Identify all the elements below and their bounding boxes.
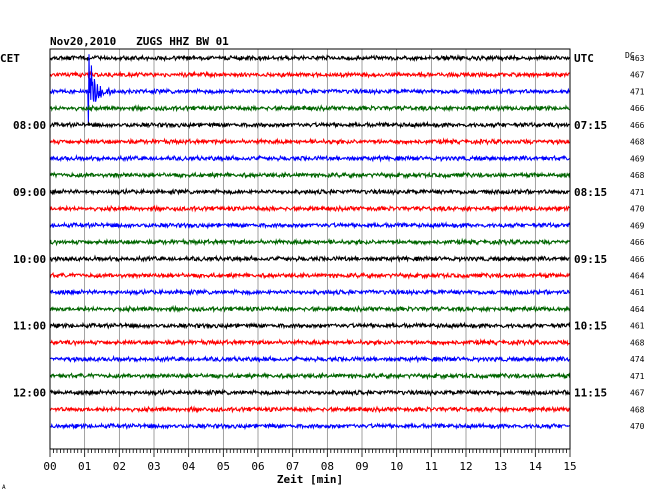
- x-tick-label: 11: [425, 460, 438, 473]
- trace-row-7: [49, 171, 571, 180]
- trace-row-2: [49, 54, 571, 124]
- dc-value: 469: [630, 154, 645, 163]
- dc-value: 466: [630, 104, 645, 113]
- grid-lines: [84, 49, 536, 449]
- x-tick-label: 13: [494, 460, 507, 473]
- x-tick-label: 10: [390, 460, 403, 473]
- x-tick-label: 14: [529, 460, 543, 473]
- trace-row-17: [49, 338, 570, 347]
- dc-value: 466: [630, 238, 645, 247]
- trace-row-6: [49, 154, 570, 163]
- left-hour-label: 10:00: [13, 253, 46, 266]
- x-tick-label: 03: [147, 460, 160, 473]
- dc-value: 469: [630, 221, 645, 230]
- trace-row-12: [49, 254, 570, 263]
- right-hour-label: UTC: [574, 52, 594, 65]
- labels: 08:00 09:00 10:00 11:00 12:00 UTC 07:15 08:15 09…: [13, 52, 645, 431]
- left-hour-label: 11:00: [13, 320, 46, 333]
- traces: [49, 53, 571, 431]
- x-tick-label: 05: [217, 460, 230, 473]
- x-tick-label: 08: [321, 460, 334, 473]
- right-hour-label: 11:15: [574, 387, 607, 400]
- right-hour-label: 08:15: [574, 186, 607, 199]
- trace-row-18: [49, 354, 570, 364]
- dc-value: 468: [630, 338, 645, 347]
- dc-value: 468: [630, 138, 645, 147]
- dc-value: 471: [630, 188, 645, 197]
- dc-value: 467: [630, 389, 645, 398]
- left-axis-label: CET: [0, 52, 20, 65]
- trace-row-15: [49, 304, 571, 314]
- left-hour-label: 08:00: [13, 119, 46, 132]
- left-hour-label: 12:00: [13, 387, 46, 400]
- x-tick-label: 02: [113, 460, 126, 473]
- trace-row-22: [49, 421, 570, 431]
- dc-value: 466: [630, 121, 645, 130]
- dc-value: 471: [630, 87, 645, 96]
- x-tick-label: 15: [563, 460, 576, 473]
- trace-row-0: [49, 53, 571, 63]
- dc-value: 471: [630, 372, 645, 381]
- dc-value: 468: [630, 171, 645, 180]
- dc-value: 463: [630, 54, 645, 63]
- dc-header: DC: [625, 51, 635, 60]
- trace-row-10: [49, 221, 571, 230]
- dc-value: 466: [630, 255, 645, 264]
- dc-value: 461: [630, 288, 645, 297]
- x-tick-label: 06: [251, 460, 264, 473]
- trace-row-19: [49, 371, 571, 381]
- x-tick-label: 09: [355, 460, 368, 473]
- trace-row-20: [49, 388, 571, 397]
- trace-row-16: [49, 321, 571, 330]
- trace-row-4: [49, 120, 571, 130]
- dc-value: 464: [630, 271, 645, 280]
- trace-row-13: [49, 271, 571, 280]
- right-hour-label: 07:15: [574, 119, 607, 132]
- chart-title: Nov20,2010 ZUGS HHZ BW 01: [50, 35, 229, 48]
- dc-value: 467: [630, 71, 645, 80]
- footer-mark: A: [2, 484, 6, 491]
- right-hour-label: 09:15: [574, 253, 607, 266]
- x-tick-label: 07: [286, 460, 299, 473]
- x-axis-ticks: 00 01 02 03 04 05 06 07 08 09 10 11 12 13 14 15: [43, 449, 577, 473]
- dc-value: 470: [630, 422, 645, 431]
- trace-row-11: [49, 237, 571, 247]
- trace-row-5: [49, 137, 571, 146]
- trace-row-1: [49, 70, 570, 79]
- trace-row-14: [49, 287, 570, 297]
- dc-value: 464: [630, 305, 645, 314]
- x-tick-label: 00: [43, 460, 56, 473]
- x-tick-label: 12: [459, 460, 472, 473]
- left-hour-label: 09:00: [13, 186, 46, 199]
- x-axis-label: Zeit [min]: [277, 473, 343, 486]
- trace-row-21: [49, 405, 571, 414]
- trace-row-3: [49, 104, 570, 113]
- x-tick-label: 04: [182, 460, 196, 473]
- dc-value: 468: [630, 405, 645, 414]
- trace-row-9: [49, 204, 570, 213]
- x-tick-label: 01: [78, 460, 91, 473]
- dc-value: 474: [630, 355, 645, 364]
- trace-row-8: [49, 187, 570, 197]
- dc-value: 461: [630, 322, 645, 331]
- dc-value: 470: [630, 205, 645, 214]
- right-hour-label: 10:15: [574, 320, 607, 333]
